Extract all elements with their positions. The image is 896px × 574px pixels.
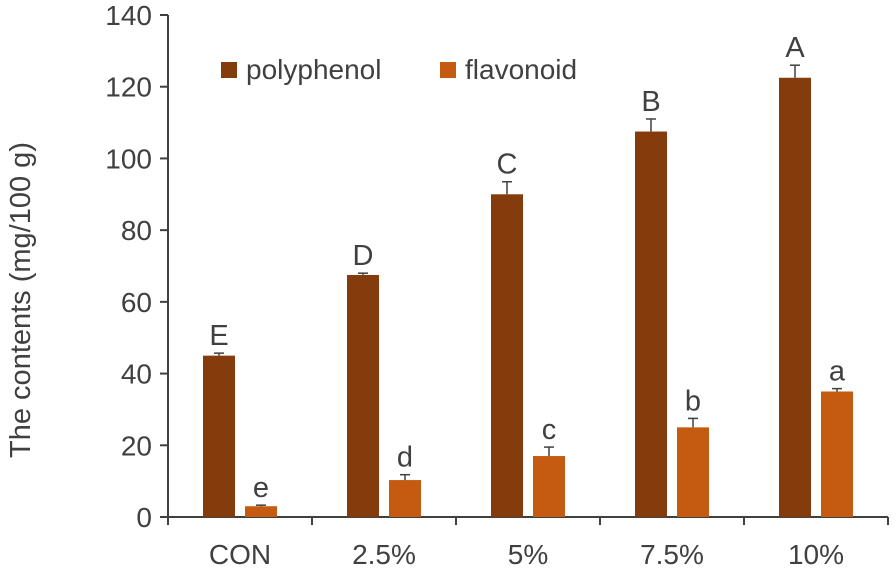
y-tick-label: 80 bbox=[121, 215, 152, 246]
significance-label: c bbox=[542, 414, 557, 446]
significance-label: C bbox=[497, 149, 518, 181]
y-axis-label: The contents (mg/100 g) bbox=[5, 142, 37, 458]
bar-flavonoid bbox=[821, 391, 853, 517]
y-tick-label: 40 bbox=[121, 359, 152, 390]
y-tick-label: 100 bbox=[105, 143, 152, 174]
significance-label: E bbox=[209, 320, 228, 352]
bar-polyphenol bbox=[491, 194, 523, 518]
legend: polyphenol flavonoid bbox=[221, 54, 577, 85]
x-tick-label: CON bbox=[209, 539, 271, 569]
bar-flavonoid bbox=[245, 506, 277, 517]
significance-label: B bbox=[641, 86, 660, 118]
y-tick-label: 60 bbox=[121, 287, 152, 318]
x-axis: CON 2.5% 5% 7.5% 10% bbox=[167, 516, 889, 570]
bar-polyphenol bbox=[779, 77, 811, 517]
x-tick-label: 10% bbox=[788, 539, 844, 569]
bar-flavonoid bbox=[533, 456, 565, 517]
significance-label: a bbox=[829, 356, 846, 388]
x-tick-label: 5% bbox=[508, 539, 548, 569]
legend-label: polyphenol bbox=[246, 54, 381, 85]
bar-polyphenol bbox=[203, 355, 235, 517]
y-tick-label: 0 bbox=[136, 502, 152, 533]
significance-label: b bbox=[685, 385, 701, 417]
y-axis: 0 20 40 60 80 100 120 140 bbox=[105, 0, 169, 533]
legend-label: flavonoid bbox=[465, 54, 577, 85]
x-tick-label: 2.5% bbox=[352, 539, 416, 569]
bar-flavonoid bbox=[677, 427, 709, 517]
significance-label: A bbox=[785, 32, 805, 64]
bars: E D C B Ae d c b a bbox=[203, 32, 853, 518]
bar-flavonoid bbox=[389, 480, 421, 517]
significance-label: D bbox=[353, 240, 374, 272]
y-tick-label: 20 bbox=[121, 430, 152, 461]
significance-label: d bbox=[397, 442, 413, 474]
legend-swatch-polyphenol bbox=[221, 62, 237, 78]
bar-polyphenol bbox=[635, 131, 667, 518]
significance-label: e bbox=[253, 472, 269, 504]
x-tick-label: 7.5% bbox=[640, 539, 704, 569]
y-tick-label: 120 bbox=[105, 72, 152, 103]
bar-polyphenol bbox=[347, 274, 379, 517]
y-tick-label: 140 bbox=[105, 0, 152, 31]
legend-swatch-flavonoid bbox=[440, 62, 456, 78]
